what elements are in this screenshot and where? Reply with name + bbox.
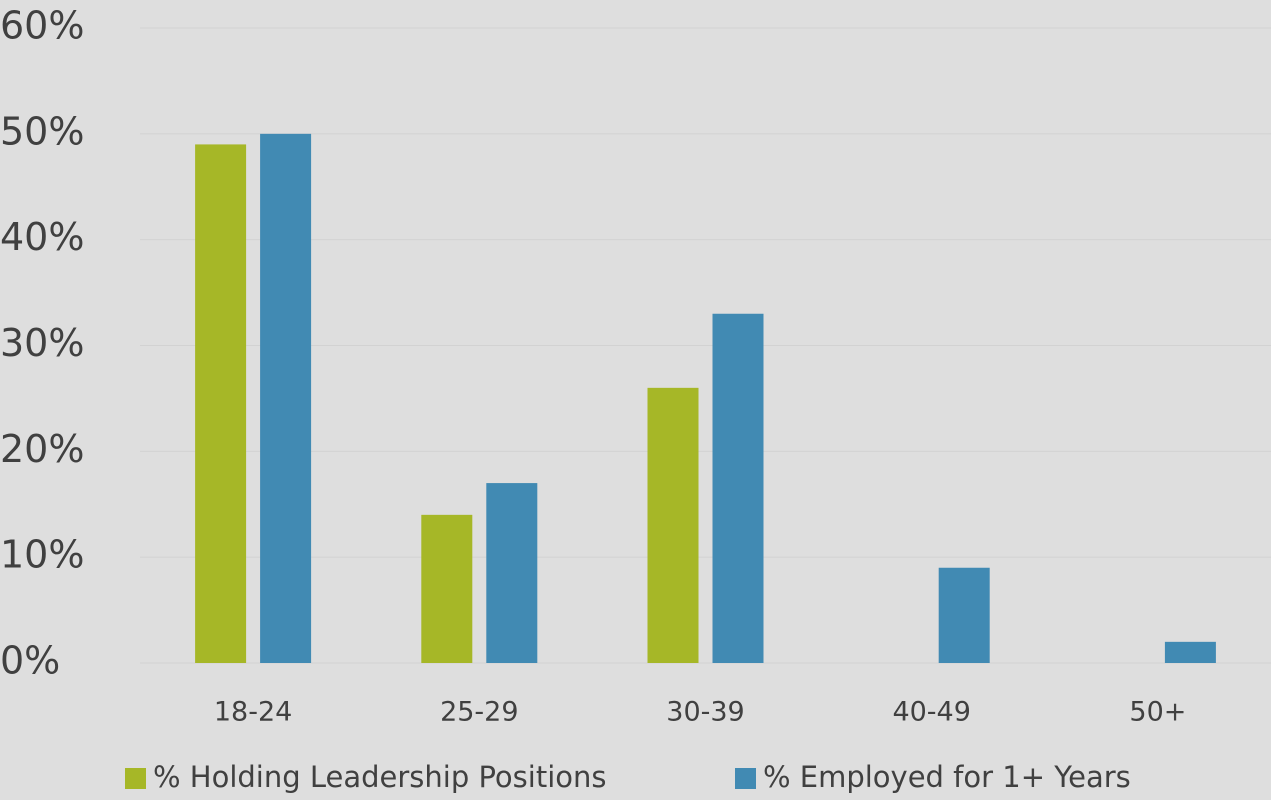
y-tick-label: 30% — [0, 321, 84, 365]
bar — [195, 144, 247, 663]
bar — [647, 387, 699, 663]
x-tick-label: 25-29 — [440, 697, 518, 728]
legend-label: % Employed for 1+ Years — [763, 760, 1131, 794]
bar — [1164, 641, 1216, 663]
x-tick-label: 40-49 — [892, 697, 970, 728]
bar — [938, 567, 990, 663]
bar — [260, 133, 312, 664]
bar — [421, 514, 473, 663]
bar — [712, 313, 764, 663]
legend-swatch — [125, 768, 146, 789]
x-tick-label: 50+ — [1129, 697, 1186, 728]
legend-swatch — [735, 768, 756, 789]
legend-label: % Holding Leadership Positions — [153, 760, 606, 794]
y-tick-label: 40% — [0, 215, 84, 259]
y-tick-label: 60% — [0, 4, 84, 48]
y-tick-label: 20% — [0, 427, 84, 471]
y-tick-label: 10% — [0, 533, 84, 577]
y-tick-label: 50% — [0, 109, 84, 153]
bar — [486, 483, 538, 663]
x-tick-label: 30-39 — [666, 697, 744, 728]
x-tick-label: 18-24 — [214, 697, 292, 728]
y-tick-label: 0% — [0, 639, 60, 683]
